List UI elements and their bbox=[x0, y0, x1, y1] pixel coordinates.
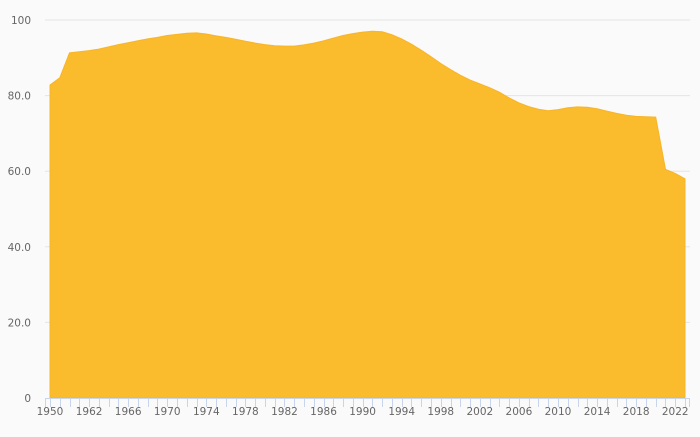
x-tick-label: 2014 bbox=[584, 406, 611, 418]
x-tick-label: 2002 bbox=[466, 406, 493, 418]
x-tick-label: 2022 bbox=[662, 406, 689, 418]
x-tick-label: 1966 bbox=[115, 406, 142, 418]
y-tick-label: 100 bbox=[11, 15, 31, 27]
x-tick-label: 2010 bbox=[545, 406, 572, 418]
x-tick-label: 1990 bbox=[349, 406, 376, 418]
y-axis-labels: 0 20.0 40.0 60.0 80.0 100 bbox=[8, 15, 31, 405]
x-tick-label: 1950 bbox=[37, 406, 64, 418]
y-tick-label: 40.0 bbox=[8, 242, 31, 254]
y-tick-label: 80.0 bbox=[8, 91, 31, 103]
x-tick-label: 1982 bbox=[271, 406, 298, 418]
y-tick-label: 20.0 bbox=[8, 317, 31, 329]
x-tick-label: 1974 bbox=[193, 406, 220, 418]
x-axis: 1950 1962 1966 1970 1974 1978 1982 1986 1990 1994… bbox=[37, 398, 690, 418]
x-tick-label: 1986 bbox=[310, 406, 337, 418]
x-tick-label: 1994 bbox=[388, 406, 415, 418]
x-tick-label: 1978 bbox=[232, 406, 259, 418]
y-tick-label: 60.0 bbox=[8, 166, 31, 178]
area-series bbox=[49, 30, 686, 399]
x-tick-label: 1962 bbox=[76, 406, 103, 418]
x-tick-label: 2006 bbox=[506, 406, 533, 418]
x-tick-label: 2018 bbox=[623, 406, 650, 418]
x-tick-label: 1970 bbox=[154, 406, 181, 418]
y-tick-label: 0 bbox=[24, 393, 31, 405]
x-tick-label: 1998 bbox=[427, 406, 454, 418]
